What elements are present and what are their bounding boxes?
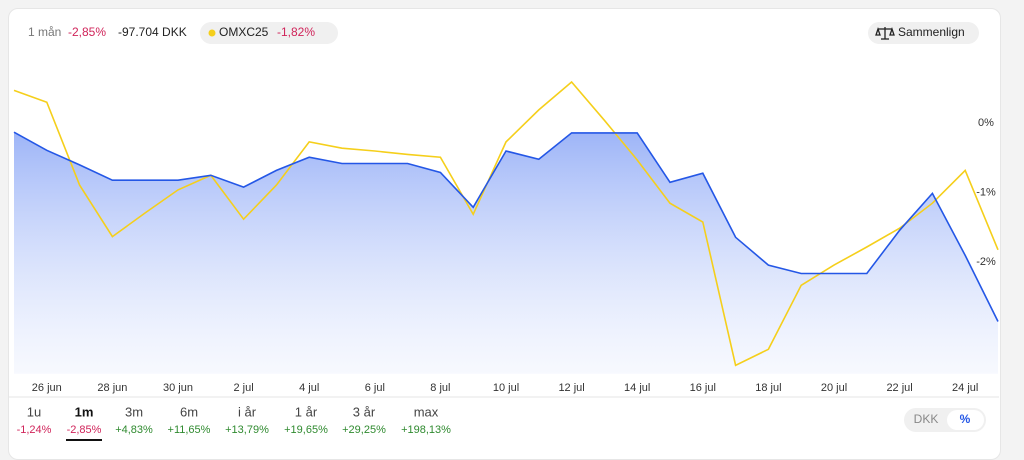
change-abs: -97.704 DKK: [118, 25, 187, 39]
chart: 1 mån -2,85% -97.704 DKK OMXC25 -1,82% S…: [8, 22, 999, 441]
y-tick-label: -2%: [976, 256, 996, 268]
line: [13, 131, 999, 322]
tab-label[interactable]: 6m: [180, 404, 198, 419]
y-tick-label: -1%: [976, 187, 996, 199]
legend-change: -1,82%: [277, 25, 315, 39]
tab-label[interactable]: max: [414, 404, 439, 419]
tab-change: +19,65%: [284, 424, 328, 436]
y-tick-label: 0%: [978, 117, 994, 129]
tab-label[interactable]: 1m: [75, 404, 94, 419]
x-tick-label: 18 jul: [755, 382, 781, 394]
tab-change: +29,25%: [342, 424, 386, 436]
x-tick-label: 22 jul: [886, 382, 912, 394]
x-tick-label: 26 jun: [32, 382, 62, 394]
compare-button[interactable]: [868, 22, 979, 44]
x-tick-label: 16 jul: [690, 382, 716, 394]
tab-change: +198,13%: [401, 424, 451, 436]
x-tick-label: 28 jun: [97, 382, 127, 394]
scale-icon: [875, 26, 895, 40]
unit-dkk[interactable]: DKK: [914, 412, 939, 426]
tab-change: -1,24%: [17, 424, 52, 436]
tab-label[interactable]: 1u: [27, 404, 41, 419]
period: 1 mån: [28, 25, 61, 39]
tab-change: +13,79%: [225, 424, 269, 436]
x-tick-label: 2 jul: [234, 382, 254, 394]
x-tick-label: 20 jul: [821, 382, 847, 394]
unit-pct[interactable]: %: [960, 412, 971, 426]
tab-label[interactable]: 3m: [125, 404, 143, 419]
x-tick-label: 6 jul: [365, 382, 385, 394]
tab-label[interactable]: 1 år: [295, 404, 318, 419]
compare-label[interactable]: Sammenlign: [898, 25, 965, 39]
legend-dot: [208, 29, 216, 37]
x-tick-label: 24 jul: [952, 382, 978, 394]
x-tick-label: 12 jul: [558, 382, 584, 394]
tab-change: +4,83%: [115, 424, 153, 436]
x-tick-label: 8 jul: [430, 382, 450, 394]
compare-pill[interactable]: [200, 22, 338, 44]
area: [14, 132, 998, 374]
x-tick-label: 4 jul: [299, 382, 319, 394]
line: [13, 80, 999, 367]
tab-change: +11,65%: [168, 424, 211, 436]
unit-selected: [947, 410, 984, 430]
plot: [13, 80, 999, 374]
page: 1 mån -2,85% -97.704 DKK OMXC25 -1,82% S…: [8, 8, 1001, 460]
x-tick-label: 10 jul: [493, 382, 519, 394]
x-tick-label: 30 jun: [163, 382, 193, 394]
change-pct: -2,85%: [68, 25, 106, 39]
tab-label[interactable]: i år: [238, 404, 257, 419]
tab-label[interactable]: 3 år: [353, 404, 376, 419]
x-tick-label: 14 jul: [624, 382, 650, 394]
legend-label: OMXC25: [219, 25, 269, 39]
tab-change: -2,85%: [67, 424, 102, 436]
